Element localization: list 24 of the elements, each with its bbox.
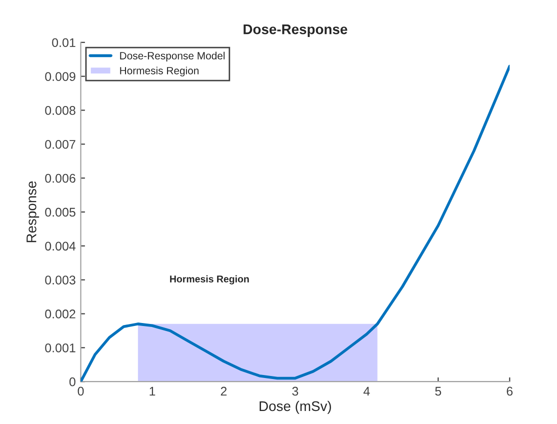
x-tick-label: 3 (292, 386, 298, 396)
x-tick-label: 6 (506, 386, 513, 396)
y-tick-label: 0.001 (45, 343, 76, 352)
y-tick-label: 0.007 (45, 140, 76, 149)
y-axis-title: Response (26, 181, 40, 242)
y-tick-label: 0.008 (45, 106, 76, 115)
x-tick-label: 4 (364, 386, 370, 396)
y-tick-label: 0 (69, 377, 76, 386)
y-tick-label: 0.004 (45, 242, 76, 251)
y-tick-label: 0.002 (45, 310, 76, 318)
legend-label: Dose-Response Model (120, 52, 225, 62)
annotation: Hormesis Region (170, 275, 249, 284)
x-tick-label: 2 (220, 386, 227, 396)
y-tick-label: 0.006 (45, 174, 76, 183)
y-tick-label: 0.005 (45, 208, 76, 217)
chart-title: Dose-Response (244, 24, 348, 37)
y-tick-label: 0.01 (52, 38, 76, 48)
x-tick-label: 5 (435, 386, 442, 396)
x-axis-title: Dose (mSv) (260, 400, 332, 414)
legend-label: Hormesis Region (120, 66, 199, 76)
x-tick-label: 0 (78, 386, 84, 396)
x-tick-label: 1 (150, 386, 156, 396)
y-tick-label: 0.003 (45, 276, 76, 284)
y-tick-label: 0.009 (45, 72, 76, 81)
